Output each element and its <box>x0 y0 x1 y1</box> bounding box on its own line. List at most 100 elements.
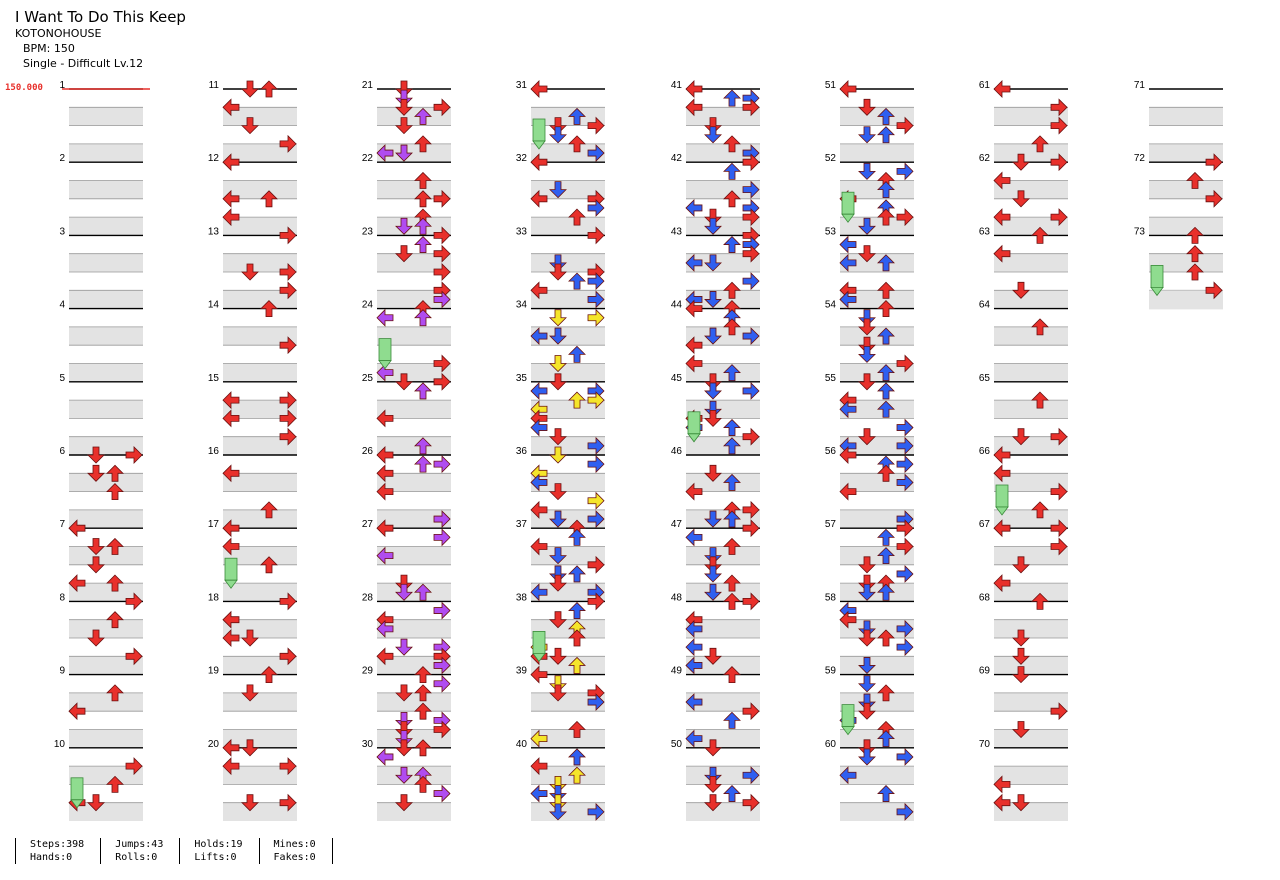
arrow-note <box>742 180 760 199</box>
beat-band <box>69 217 143 236</box>
arrow-note <box>68 702 86 721</box>
arrow-note <box>704 208 722 226</box>
beat-band <box>69 619 143 638</box>
arrow-note <box>839 446 857 464</box>
arrow-note <box>414 702 432 720</box>
measure-number: 73 <box>1134 226 1146 237</box>
arrow-note <box>839 766 857 785</box>
arrow-note <box>858 98 876 116</box>
arrow-note <box>877 784 895 802</box>
measure-number: 34 <box>516 300 528 311</box>
beat-band <box>223 729 297 748</box>
bpm-change-marker: 150.000 <box>5 83 43 93</box>
arrow-note <box>742 272 760 291</box>
beat-band <box>377 290 451 309</box>
measure-number: 41 <box>671 80 683 91</box>
arrow-note <box>395 730 413 748</box>
arrow-note <box>222 189 240 208</box>
arrow-note <box>414 382 432 400</box>
hold-note <box>70 777 84 801</box>
arrow-note <box>568 528 586 546</box>
beat-band <box>840 326 914 346</box>
arrow-note <box>433 528 451 547</box>
beat-band <box>686 802 760 821</box>
arrow-note <box>549 309 567 327</box>
arrow-note <box>704 556 722 574</box>
arrow-note <box>433 189 451 208</box>
arrow-note <box>549 565 567 583</box>
arrow-note <box>376 546 394 565</box>
beat-band <box>840 656 914 675</box>
beat-band <box>531 619 605 638</box>
arrow-note <box>858 245 876 263</box>
beat-band <box>994 656 1068 675</box>
arrow-note <box>993 208 1011 227</box>
arrow-note <box>723 318 741 336</box>
hold-note-tail <box>687 433 701 443</box>
arrow-note <box>1186 263 1204 281</box>
arrow-note <box>704 776 722 793</box>
hold-note <box>841 704 855 727</box>
arrow-note <box>395 583 413 601</box>
beat-band <box>69 400 143 419</box>
arrow-note <box>87 446 105 464</box>
beat-band <box>994 766 1068 785</box>
measure-number: 33 <box>516 226 528 237</box>
bpm-label: BPM: 150 <box>23 42 75 55</box>
arrow-note <box>839 235 857 254</box>
arrow-note <box>742 381 760 400</box>
arrow-note <box>896 564 914 583</box>
arrow-note <box>896 162 914 181</box>
arrow-note <box>376 144 394 163</box>
arrow-note <box>685 619 703 638</box>
beat-band <box>69 546 143 565</box>
beat-band <box>531 363 605 382</box>
beat-band <box>377 656 451 675</box>
hold-note-tail <box>224 579 238 589</box>
arrow-note <box>723 235 741 253</box>
beat-band <box>69 766 143 785</box>
arrow-note <box>896 116 914 135</box>
beat-band <box>531 509 605 529</box>
arrow-note <box>260 501 278 519</box>
arrow-note <box>549 117 567 135</box>
beat-band <box>686 436 760 455</box>
beat-band <box>1149 253 1223 272</box>
arrow-note <box>587 491 605 510</box>
arrow-note <box>395 98 413 116</box>
arrow-note <box>549 428 567 446</box>
stats-col-1: Steps:398 Hands:0 <box>15 838 102 864</box>
arrow-note <box>530 665 548 684</box>
arrow-note <box>858 574 876 592</box>
beat-band <box>377 729 451 748</box>
stats-col-4: Mines:0 Fakes:0 <box>258 838 333 864</box>
arrow-note <box>549 181 567 199</box>
beat-band <box>840 436 914 455</box>
beat-band <box>686 546 760 565</box>
beat-band <box>1149 143 1223 163</box>
arrow-note <box>839 253 857 272</box>
arrow-note <box>1012 428 1030 446</box>
arrow-note <box>549 446 567 464</box>
beat-band <box>686 692 760 712</box>
arrow-note <box>587 391 605 410</box>
arrow-note <box>704 409 722 427</box>
measure-number: 32 <box>516 153 528 164</box>
arrow-note <box>1012 629 1030 647</box>
arrow-note <box>1012 721 1030 739</box>
arrow-note <box>260 666 278 683</box>
arrow-note <box>125 647 143 666</box>
arrow-note <box>241 684 259 702</box>
arrow-note <box>1012 190 1030 208</box>
arrow-note <box>839 400 857 419</box>
arrow-note <box>549 794 567 812</box>
arrow-note <box>839 610 857 629</box>
arrow-note <box>395 721 413 739</box>
arrow-note <box>279 263 297 281</box>
hold-note <box>841 191 855 215</box>
arrow-note <box>549 254 567 272</box>
arrow-note <box>587 308 605 327</box>
arrow-note <box>704 217 722 235</box>
arrow-note <box>395 739 413 757</box>
arrow-note <box>87 556 105 574</box>
